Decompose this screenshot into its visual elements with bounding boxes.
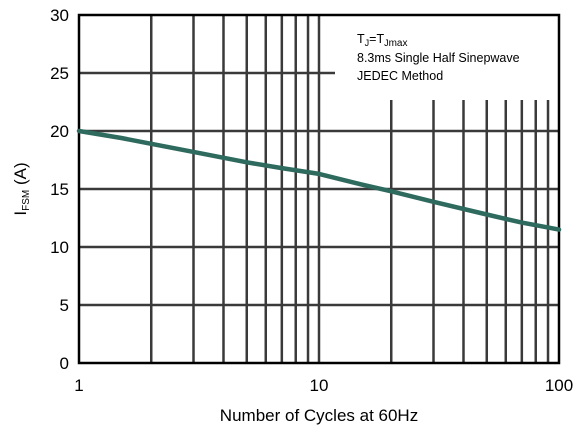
y-tick-label: 5 (60, 296, 69, 315)
y-tick-label: 0 (60, 354, 69, 373)
series-line (76, 128, 562, 232)
grid (79, 15, 559, 363)
annotation-line-3: JEDEC Method (357, 69, 443, 83)
y-tick-label: 20 (50, 122, 69, 141)
y-tick-label: 10 (50, 238, 69, 257)
y-tick-label: 25 (50, 64, 69, 83)
y-tick-label: 30 (50, 6, 69, 25)
annotation-line-2: 8.3ms Single Half Sinepwave (357, 51, 520, 65)
annotation: TJ=TJmax 8.3ms Single Half Sinepwave JED… (357, 32, 520, 83)
y-tick-label: 15 (50, 180, 69, 199)
annotation-box (335, 15, 559, 100)
plot-frame (77, 13, 561, 365)
x-axis-label: Number of Cycles at 60Hz (220, 406, 418, 425)
y-axis-label: IFSM (A) (11, 162, 32, 215)
x-tick-label: 100 (545, 376, 573, 395)
x-tick-label: 1 (74, 376, 83, 395)
tick-labels: 0 5 10 15 20 25 30 1 10 100 (50, 6, 573, 395)
x-tick-label: 10 (310, 376, 329, 395)
annotation-line-1: TJ=TJmax (357, 32, 407, 49)
series (76, 128, 562, 232)
